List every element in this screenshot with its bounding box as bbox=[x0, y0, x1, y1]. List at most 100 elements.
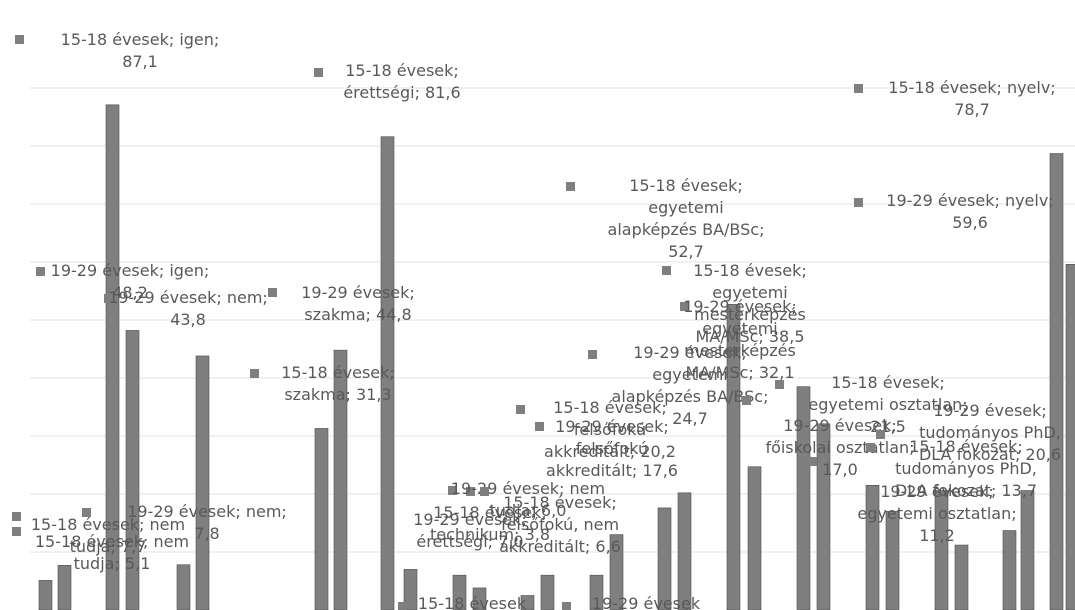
data-label-text: 15-18 évesek; igen; bbox=[61, 30, 220, 49]
bar-b19 bbox=[726, 304, 741, 610]
bar-b28 bbox=[1020, 490, 1035, 610]
data-label-text: 15-18 évesek; bbox=[629, 176, 743, 195]
data-label-text: 15-18 évesek; bbox=[909, 437, 1023, 456]
bar-b18 bbox=[677, 492, 692, 610]
data-label-l12: 15-18 évesek; szakma; 31,3 bbox=[250, 363, 395, 404]
data-label-text: érettségi; 81,6 bbox=[343, 83, 460, 102]
data-label-text: 59,6 bbox=[952, 213, 988, 232]
data-label-text: mesterképzés bbox=[694, 305, 806, 324]
data-label-text: tudja; 6,0 bbox=[490, 501, 567, 520]
data-label-text: érettségi; 7,0 bbox=[416, 532, 523, 551]
data-label-text: alapképzés BA/BSc; bbox=[608, 220, 765, 239]
data-label-l23: 19-29 évesek; érettségi; 7,0 bbox=[384, 507, 527, 551]
data-label-text: DLA fokozat; 13,7 bbox=[895, 481, 1037, 500]
data-label-text: 15-18 évesek; bbox=[345, 61, 459, 80]
data-label-text: 19-29 évesek; bbox=[933, 401, 1047, 420]
data-label-text: 15-18 évesek; nyelv; bbox=[888, 78, 1055, 97]
data-label-text: egyetemi bbox=[712, 283, 787, 302]
data-label-text: mesterképzés bbox=[684, 341, 796, 360]
data-label-text: 15-18 évesek; bbox=[693, 261, 807, 280]
data-label-l11: 19-29 évesek; egyetemi alapképzés BA/BSc; 2… bbox=[588, 343, 768, 428]
legend-marker bbox=[104, 294, 113, 303]
data-label-text: technikum; 3,8 bbox=[430, 525, 550, 544]
bar-b11 bbox=[452, 574, 467, 610]
data-label-l22: 15-18 évesek; nem tudja; 5,1 bbox=[12, 527, 189, 573]
data-label-l25: 19-29 évesek; nem tudja; 6,0 bbox=[451, 479, 605, 520]
data-label-text: 15-18 évesek; bbox=[553, 398, 667, 417]
data-label-l19: 19-29 évesek; egyetemi osztatlan; 11,2 bbox=[808, 457, 1017, 545]
bar-b2 bbox=[57, 565, 72, 610]
data-label-l7: 19-29 évesek; nem; 43,8 bbox=[104, 288, 268, 329]
data-label-text: 11,2 bbox=[919, 526, 955, 545]
bar-b8 bbox=[333, 349, 348, 610]
bar-b22 bbox=[816, 423, 831, 610]
legend-marker bbox=[866, 443, 875, 452]
data-label-text: 15-18 évesek bbox=[418, 594, 527, 610]
legend-marker bbox=[384, 507, 393, 516]
data-label-l20: 19-29 évesek; nem; 7,8 bbox=[82, 502, 287, 543]
data-label-text: 19-29 évesek; nem; bbox=[127, 502, 287, 521]
data-label-text: egyetemi osztatlan; bbox=[857, 504, 1016, 523]
legend-marker bbox=[12, 512, 21, 521]
data-label-text: 15-18 évesek; bbox=[831, 373, 945, 392]
legend-marker bbox=[36, 267, 45, 276]
data-label-text: 19-29 évesek; nem bbox=[451, 479, 605, 498]
data-label-l16: 19-29 évesek; főiskolai osztatlan; 17,0 bbox=[742, 396, 915, 479]
legend-marker bbox=[398, 602, 407, 610]
legend-marker bbox=[466, 487, 475, 496]
data-label-l9: 15-18 évesek;egyetemimesterképzésMA/MSc;… bbox=[680, 261, 807, 346]
bar-b26 bbox=[954, 544, 969, 610]
data-label-text: felsőfokú, nem bbox=[501, 515, 619, 534]
legend-marker bbox=[680, 302, 689, 311]
data-label-text: 17,0 bbox=[822, 460, 858, 479]
bar-b24 bbox=[885, 511, 900, 610]
data-label-text: 15-18 évesek; nem bbox=[35, 532, 189, 551]
bar-b20 bbox=[747, 466, 762, 610]
data-label-text: 19-29 évesek; bbox=[633, 343, 747, 362]
legend-marker bbox=[876, 430, 885, 439]
legend-marker bbox=[662, 266, 671, 275]
data-label-text: 52,7 bbox=[668, 242, 704, 261]
bar-b17 bbox=[657, 507, 672, 610]
data-label-l17: 19-29 évesek; tudományos PhD, DLA fokozat;… bbox=[876, 401, 1061, 464]
data-label-text: egyetemi bbox=[702, 319, 777, 338]
data-label-l24: 15-18 évesek; technikum; 3,8 bbox=[430, 486, 550, 544]
legend-marker bbox=[535, 422, 544, 431]
legend-marker bbox=[480, 487, 489, 496]
data-label-text: felsőfokú bbox=[576, 439, 648, 458]
data-label-text: akkreditált; 20,2 bbox=[544, 442, 676, 461]
data-label-text: 19-29 évesek; bbox=[301, 283, 415, 302]
legend-marker bbox=[250, 369, 259, 378]
data-label-text: 19-29 évesek; bbox=[880, 482, 994, 501]
bar-b6 bbox=[195, 355, 210, 610]
bar-b30 bbox=[1065, 264, 1075, 610]
legend-marker bbox=[808, 457, 817, 466]
data-label-text: 15-18 évesek; nem bbox=[31, 515, 185, 534]
data-label-text: 19-29 évesek; bbox=[555, 417, 669, 436]
data-label-l6: 19-29 évesek; igen; 48,2 bbox=[36, 261, 209, 302]
data-label-l28: 19-29 évesek bbox=[562, 594, 701, 610]
data-label-l3: 15-18 évesek; nyelv; 78,7 bbox=[854, 78, 1056, 119]
data-label-text: 19-29 évesek; nyelv; bbox=[886, 191, 1053, 210]
data-label-text: felsőfokú bbox=[574, 420, 646, 439]
legend-marker bbox=[82, 508, 91, 517]
legend-marker bbox=[854, 84, 863, 93]
legend-marker bbox=[588, 350, 597, 359]
data-label-text: tudományos PhD, bbox=[895, 459, 1037, 478]
bar-b7 bbox=[314, 428, 329, 610]
legend-marker bbox=[742, 396, 751, 405]
data-label-text: 19-29 évesek; bbox=[413, 510, 527, 529]
data-label-text: 15-18 évesek; bbox=[281, 363, 395, 382]
data-label-text: 15-18 évesek; bbox=[503, 493, 617, 512]
data-label-l1: 15-18 évesek; igen; 87,1 bbox=[15, 30, 219, 71]
data-label-text: 19-29 évesek bbox=[592, 594, 701, 610]
data-label-l10: 19-29 évesek;egyetemimesterképzésMA/MSc;… bbox=[662, 266, 797, 382]
data-label-text: szakma; 31,3 bbox=[284, 385, 391, 404]
data-labels: 15-18 évesek; igen; 87,1 15-18 évesek; éret… bbox=[12, 30, 1061, 610]
legend-marker bbox=[516, 405, 525, 414]
legend-marker bbox=[268, 288, 277, 297]
bar-b4 bbox=[125, 330, 140, 610]
data-label-text: egyetemi bbox=[648, 198, 723, 217]
bar-b13 bbox=[520, 595, 535, 610]
bar-b29 bbox=[1049, 153, 1064, 610]
